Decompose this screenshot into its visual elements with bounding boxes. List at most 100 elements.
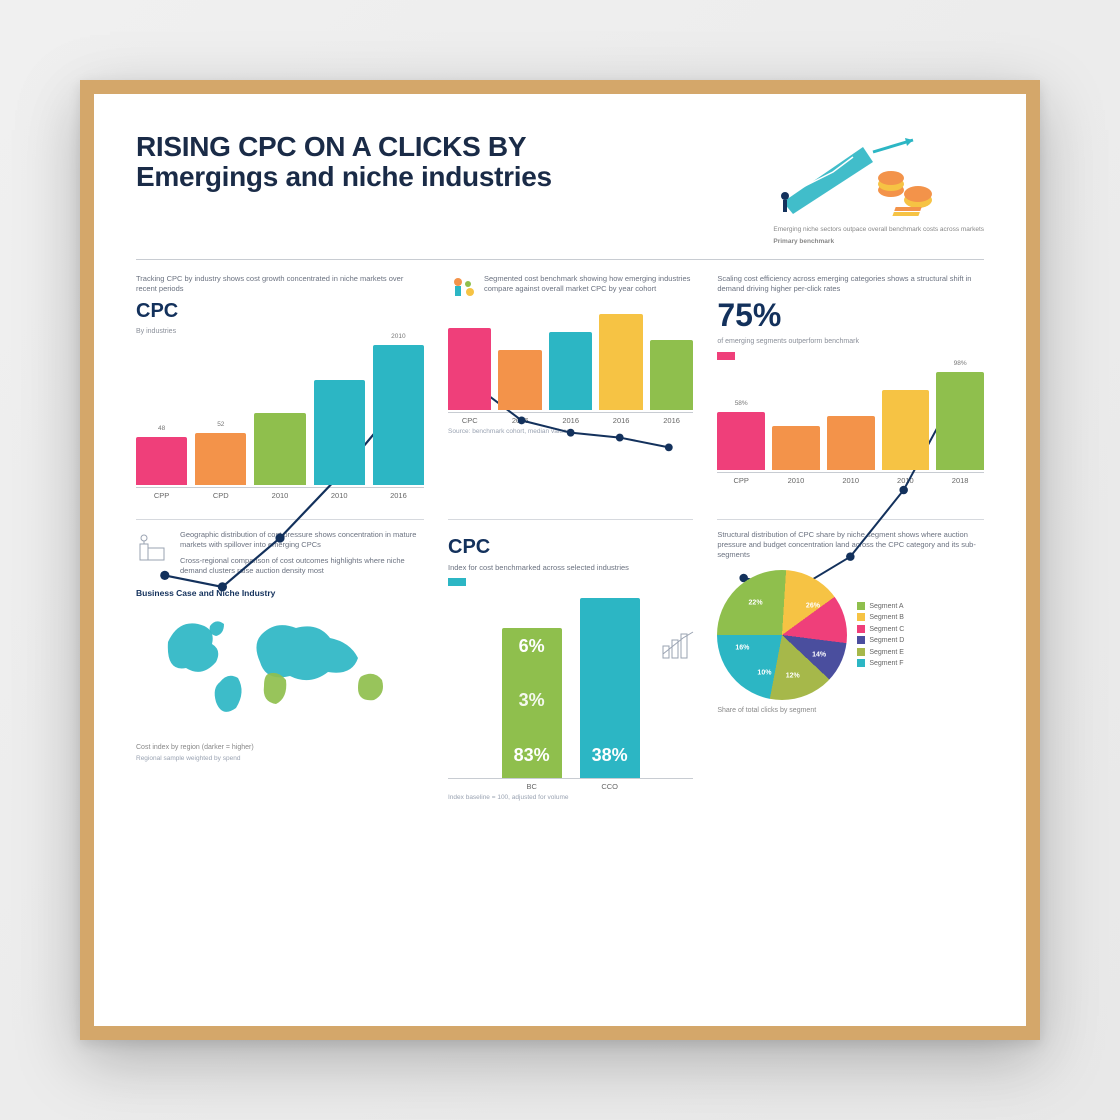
pie-wrap: 26% 14% 12% 10% 16% 22% Segment A Segment B Seg… <box>717 570 984 700</box>
bar-label: 2010 <box>373 333 424 342</box>
pie-legend-item: Segment E <box>857 648 904 657</box>
panel-b-bar-chart <box>448 310 693 410</box>
poster-mat: RISING CPC ON A CLICKS BY Emergings and … <box>94 94 1026 1026</box>
x-label: CPP <box>136 488 187 501</box>
panel-a-xaxis: CPPCPD201020102016 <box>136 487 424 501</box>
panel-b-xaxis: CPC2016201620162016 <box>448 412 693 426</box>
panel-e-heading: CPC <box>448 534 693 561</box>
legend-swatch <box>857 625 865 633</box>
title-line-1: RISING CPC ON A CLICKS BY <box>136 131 526 162</box>
x-label: 2016 <box>650 413 693 426</box>
x-label: 2016 <box>498 413 541 426</box>
legend-swatch <box>857 659 865 667</box>
bar-label: 58% <box>717 400 765 409</box>
bar-label: 98% <box>936 360 984 369</box>
panel-f: Structural distribution of CPC share by … <box>717 519 984 803</box>
twin-bar-mid-pct: 3% <box>519 688 545 712</box>
twin-bar-bot-pct: 83% <box>514 743 550 767</box>
panel-b-footnote: Source: benchmark cohort, median values <box>448 428 693 437</box>
panel-c-swatch <box>717 352 735 360</box>
panel-c-xaxis: CPP 2010 2010 2010 2018 <box>717 472 984 486</box>
x-label: 2010 <box>827 473 875 486</box>
title-line-2: Emergings and niche industries <box>136 161 552 192</box>
panel-e-xaxis: BC CCO <box>448 778 693 792</box>
bar: 52 <box>195 433 246 485</box>
factory-icon <box>136 530 170 564</box>
bar: 58% <box>717 412 765 470</box>
bar: 48 <box>136 437 187 485</box>
twin-bar: 6% 3% 83% <box>502 628 562 778</box>
bar <box>599 314 642 410</box>
x-label: 2010 <box>772 473 820 486</box>
twin-bar-top-pct: 6% <box>519 634 545 658</box>
panel-c-stat-sub: of emerging segments outperform benchmar… <box>717 337 984 346</box>
bar <box>549 332 592 410</box>
pie-slice-label: 16% <box>735 643 749 652</box>
title-block: RISING CPC ON A CLICKS BY Emergings and … <box>136 132 753 247</box>
panel-e: CPC Index for cost benchmarked across se… <box>448 519 693 803</box>
x-label: CPC <box>448 413 491 426</box>
x-label: 2016 <box>599 413 642 426</box>
twin-bar: 38% <box>580 598 640 778</box>
header-row: RISING CPC ON A CLICKS BY Emergings and … <box>136 132 984 260</box>
x-label: 2010 <box>882 473 930 486</box>
panel-e-swatch <box>448 578 466 586</box>
x-label: CPD <box>195 488 246 501</box>
twin-x-label: BC <box>502 782 562 792</box>
panel-d-para2: Cross-regional comparison of cost outcom… <box>180 556 424 576</box>
twin-bar-bot-pct: 38% <box>592 743 628 767</box>
panel-d: Geographic distribution of cost pressure… <box>136 519 424 803</box>
content-grid: Tracking CPC by industry shows cost grow… <box>136 274 984 803</box>
pie-legend-item: Segment D <box>857 636 904 645</box>
panel-d-caption: Cost index by region (darker = higher) <box>136 743 424 752</box>
infographic-poster: RISING CPC ON A CLICKS BY Emergings and … <box>136 132 984 988</box>
legend-swatch <box>857 602 865 610</box>
pie-slice-label: 26% <box>806 602 820 611</box>
panel-d-footnote: Regional sample weighted by spend <box>136 755 424 764</box>
panel-e-twin-chart: 6% 3% 83% 38% <box>448 598 693 778</box>
panel-b: Segmented cost benchmark showing how eme… <box>448 274 693 501</box>
bar <box>314 380 365 485</box>
panel-a: Tracking CPC by industry shows cost grow… <box>136 274 424 501</box>
panel-e-intro: Index for cost benchmarked across select… <box>448 563 693 573</box>
legend-swatch <box>857 648 865 656</box>
world-map <box>136 604 424 734</box>
pie-slice-label: 12% <box>786 671 800 680</box>
panel-c-bar-chart: 58%98% <box>717 370 984 470</box>
panel-f-rule <box>717 519 984 530</box>
bar <box>650 340 693 410</box>
panel-a-intro: Tracking CPC by industry shows cost grow… <box>136 274 424 294</box>
picture-frame: RISING CPC ON A CLICKS BY Emergings and … <box>80 80 1040 1040</box>
x-label: 2018 <box>936 473 984 486</box>
pie-legend-item: Segment C <box>857 625 904 634</box>
hero-illustration <box>773 132 953 222</box>
panel-c: Scaling cost efficiency across emerging … <box>717 274 984 501</box>
panel-b-icon <box>448 274 476 302</box>
bar-label: 52 <box>195 421 246 430</box>
pie-legend-item: Segment B <box>857 613 904 622</box>
pie-slice-label: 14% <box>812 651 826 660</box>
panel-d-rule <box>136 519 424 530</box>
bar <box>827 416 875 470</box>
main-title: RISING CPC ON A CLICKS BY Emergings and … <box>136 132 753 192</box>
bar <box>498 350 541 410</box>
panel-f-legend-note: Share of total clicks by segment <box>717 706 984 715</box>
pie-slice-label: 22% <box>749 598 763 607</box>
panel-c-stat: 75% <box>717 294 984 337</box>
pie-chart: 26% 14% 12% 10% 16% 22% <box>717 570 847 700</box>
pie-legend-item: Segment A <box>857 602 904 611</box>
mini-chart-icon <box>661 628 701 662</box>
panel-b-intro: Segmented cost benchmark showing how eme… <box>484 274 693 294</box>
bar <box>254 413 305 485</box>
panel-d-section-title: Business Case and Niche Industry <box>136 588 424 599</box>
panel-e-footnote: Index baseline = 100, adjusted for volum… <box>448 794 693 803</box>
pie-slice-label: 10% <box>757 668 771 677</box>
panel-c-intro: Scaling cost efficiency across emerging … <box>717 274 984 294</box>
bar-label: 48 <box>136 425 187 434</box>
twin-x-label: CCO <box>580 782 640 792</box>
legend-swatch <box>857 613 865 621</box>
x-label: CPP <box>717 473 765 486</box>
legend-swatch <box>857 636 865 644</box>
bar: 2010 <box>373 345 424 485</box>
panel-d-para1: Geographic distribution of cost pressure… <box>180 530 424 550</box>
